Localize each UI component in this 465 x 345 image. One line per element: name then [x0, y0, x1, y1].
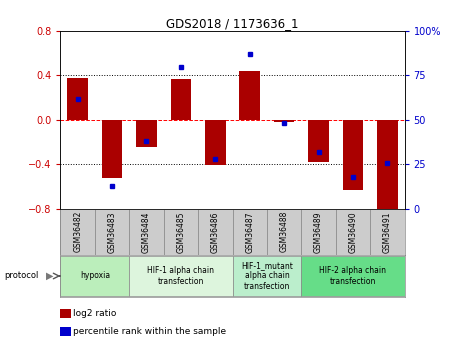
Bar	[301, 256, 405, 296]
Text: percentile rank within the sample: percentile rank within the sample	[73, 327, 226, 336]
Bar	[308, 120, 329, 162]
Bar	[274, 120, 294, 122]
Text: GSM36483: GSM36483	[107, 211, 117, 253]
Text: GSM36486: GSM36486	[211, 211, 220, 253]
Bar	[377, 120, 398, 209]
Bar	[198, 209, 232, 255]
Text: GSM36484: GSM36484	[142, 211, 151, 253]
Text: hypoxia: hypoxia	[80, 272, 110, 280]
Text: GSM36489: GSM36489	[314, 211, 323, 253]
Text: GSM36491: GSM36491	[383, 211, 392, 253]
Bar	[239, 71, 260, 120]
Bar	[205, 120, 226, 165]
Text: log2 ratio: log2 ratio	[73, 309, 117, 318]
Bar	[60, 209, 95, 255]
Title: GDS2018 / 1173636_1: GDS2018 / 1173636_1	[166, 17, 299, 30]
Bar	[370, 209, 405, 255]
Bar	[95, 209, 129, 255]
Text: ▶: ▶	[46, 271, 53, 281]
Bar	[129, 256, 232, 296]
Bar	[67, 78, 88, 120]
Text: GSM36482: GSM36482	[73, 211, 82, 253]
Bar	[232, 256, 301, 296]
Bar	[343, 120, 363, 190]
Bar	[232, 209, 267, 255]
Bar	[164, 209, 198, 255]
Bar	[136, 120, 157, 147]
Text: GSM36490: GSM36490	[348, 211, 358, 253]
Bar	[336, 209, 370, 255]
Text: HIF-1_mutant
alpha chain
transfection: HIF-1_mutant alpha chain transfection	[241, 261, 293, 291]
Bar	[102, 120, 122, 178]
Text: GSM36487: GSM36487	[245, 211, 254, 253]
Bar	[301, 209, 336, 255]
Text: HIF-2 alpha chain
transfection: HIF-2 alpha chain transfection	[319, 266, 386, 286]
Text: GSM36488: GSM36488	[279, 211, 289, 253]
Text: protocol: protocol	[5, 272, 39, 280]
Bar	[60, 256, 129, 296]
Text: GSM36485: GSM36485	[176, 211, 186, 253]
Bar	[129, 209, 164, 255]
Text: HIF-1 alpha chain
transfection: HIF-1 alpha chain transfection	[147, 266, 214, 286]
Bar	[267, 209, 301, 255]
Bar	[171, 79, 191, 120]
